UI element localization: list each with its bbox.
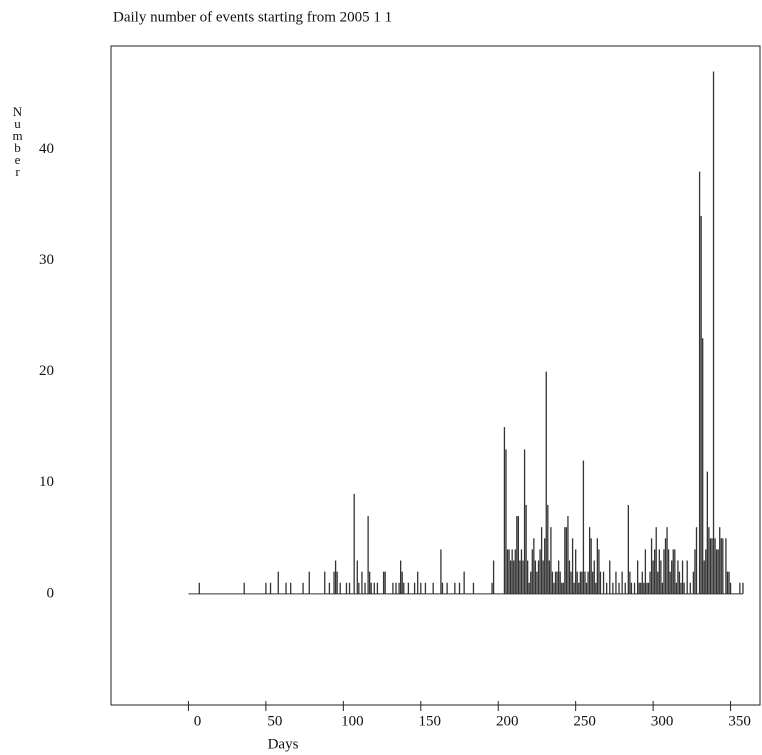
y-tick-label: 30 xyxy=(39,252,54,268)
x-tick-label: 0 xyxy=(194,713,202,729)
chart-title: Daily number of events starting from 200… xyxy=(113,9,392,25)
x-tick-label: 200 xyxy=(496,713,519,729)
y-axis-label: Number xyxy=(10,104,25,176)
x-tick-label: 350 xyxy=(728,713,751,729)
y-tick-label: 40 xyxy=(39,141,54,157)
x-tick-label: 50 xyxy=(267,713,282,729)
x-axis-label: Days xyxy=(268,736,299,752)
y-tick-label: 20 xyxy=(39,363,54,379)
x-tick-label: 300 xyxy=(651,713,674,729)
y-tick-label: 10 xyxy=(39,474,54,490)
y-tick-label: 0 xyxy=(47,585,55,601)
x-tick-label: 100 xyxy=(341,713,364,729)
x-tick-label: 150 xyxy=(419,713,442,729)
x-tick-label: 250 xyxy=(573,713,596,729)
plot-frame xyxy=(110,45,761,706)
